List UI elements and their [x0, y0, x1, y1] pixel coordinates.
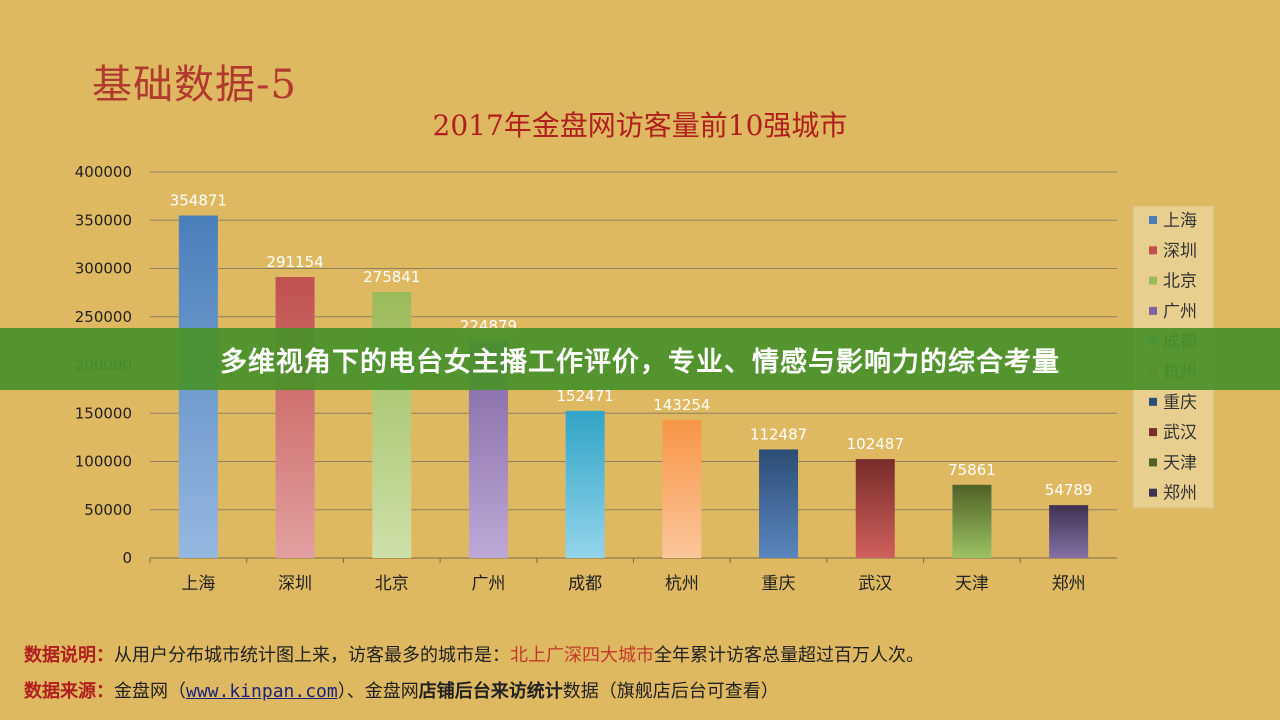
x-tick-label: 上海: [181, 574, 215, 594]
legend-label: 重庆: [1163, 393, 1197, 413]
data-label: 54789: [1045, 481, 1093, 499]
overlay-banner: 多维视角下的电台女主播工作评价，专业、情感与影响力的综合考量: [0, 328, 1280, 390]
slide-title: 基础数据-5: [92, 62, 297, 108]
notes: 数据说明：从用户分布城市统计图上来，访客最多的城市是：北上广深四大城市全年累计访…: [24, 638, 924, 710]
y-tick-label: 100000: [75, 453, 132, 471]
note-description-tail: 全年累计访客总量超过百万人次。: [654, 645, 924, 666]
x-tick-label: 天津: [955, 574, 989, 594]
source-link[interactable]: www.kinpan.com: [186, 681, 338, 702]
note-highlight: 北上广深四大城市: [510, 645, 654, 666]
data-label: 354871: [170, 192, 227, 210]
y-tick-label: 250000: [75, 308, 132, 326]
bar: [662, 419, 702, 558]
y-tick-label: 300000: [75, 260, 132, 278]
x-tick-label: 重庆: [762, 574, 796, 594]
y-tick-label: 150000: [75, 404, 132, 422]
legend-label: 广州: [1163, 302, 1197, 322]
banner-text: 多维视角下的电台女主播工作评价，专业、情感与影响力的综合考量: [220, 346, 1060, 378]
x-tick-label: 郑州: [1052, 574, 1086, 594]
y-tick-label: 0: [122, 549, 132, 567]
bar: [565, 410, 605, 558]
note-source-text: 金盘网（: [114, 681, 186, 702]
legend-swatch: [1149, 276, 1157, 285]
legend-swatch: [1149, 488, 1157, 497]
note-source-tail: 数据（旗舰店后台可查看）: [562, 681, 779, 702]
x-tick-label: 武汉: [858, 574, 892, 594]
data-label: 143254: [653, 396, 710, 414]
x-tick-label: 深圳: [278, 574, 312, 594]
legend-swatch: [1149, 397, 1157, 406]
y-tick-label: 50000: [84, 501, 132, 519]
note-source-key: 数据来源：: [24, 681, 114, 702]
x-tick-label: 广州: [471, 574, 505, 594]
note-description-text: 从用户分布城市统计图上来，访客最多的城市是：: [114, 645, 510, 666]
note-source-bold: 店铺后台来访统计: [418, 681, 563, 702]
bar: [759, 449, 799, 558]
legend-label: 天津: [1163, 453, 1197, 473]
legend-swatch: [1149, 458, 1157, 467]
legend-swatch: [1149, 246, 1157, 255]
legend-label: 上海: [1163, 211, 1197, 231]
legend-label: 武汉: [1163, 423, 1197, 443]
x-tick-label: 杭州: [665, 574, 699, 594]
note-line-source: 数据来源：金盘网（www.kinpan.com）、金盘网店铺后台来访统计数据（旗…: [24, 674, 924, 710]
x-tick-label: 成都: [568, 574, 602, 594]
legend-label: 北京: [1163, 272, 1197, 292]
y-tick-label: 400000: [75, 163, 132, 181]
note-source-mid: ）、金盘网: [337, 681, 419, 702]
bar: [952, 484, 992, 558]
legend-swatch: [1149, 428, 1157, 437]
legend-label: 深圳: [1163, 241, 1197, 261]
data-label: 112487: [750, 425, 807, 443]
data-label: 75861: [948, 461, 996, 479]
chart-title: 2017年金盘网访客量前10强城市: [432, 109, 848, 142]
x-tick-label: 北京: [375, 574, 409, 594]
bar: [1049, 505, 1089, 558]
note-description-key: 数据说明：: [24, 645, 114, 666]
bar: [275, 277, 315, 558]
data-label: 152471: [557, 387, 614, 405]
legend-swatch: [1149, 216, 1157, 224]
bar: [855, 459, 895, 558]
data-label: 291154: [266, 253, 323, 271]
data-label: 275841: [363, 268, 420, 286]
data-label: 102487: [847, 435, 904, 453]
legend-swatch: [1149, 306, 1157, 315]
note-line-description: 数据说明：从用户分布城市统计图上来，访客最多的城市是：北上广深四大城市全年累计访…: [24, 638, 924, 674]
y-tick-label: 350000: [75, 211, 132, 229]
legend-label: 郑州: [1163, 484, 1197, 504]
